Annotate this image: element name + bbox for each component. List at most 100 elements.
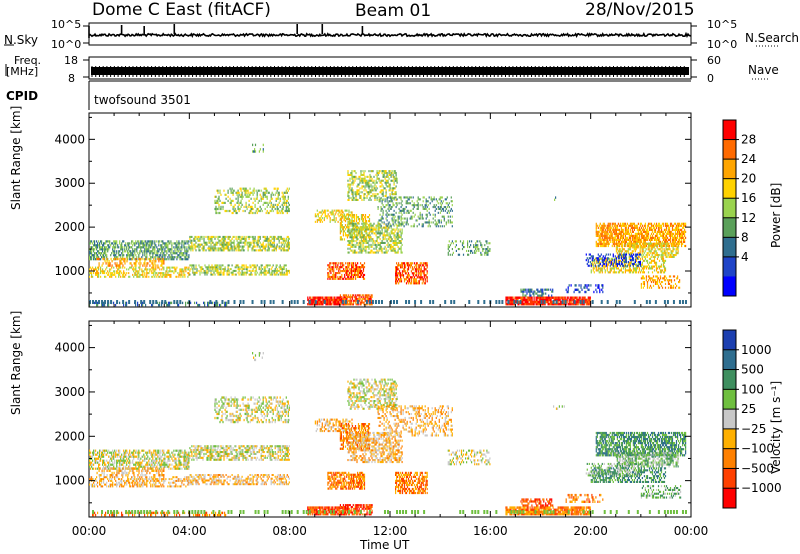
power-cell <box>346 296 348 299</box>
power-cell <box>332 270 334 273</box>
power-cell <box>476 246 478 249</box>
power-cell <box>395 175 397 178</box>
power-cell <box>135 272 137 275</box>
power-cell <box>272 205 274 208</box>
power-cell <box>272 241 274 244</box>
power-cell <box>231 211 233 215</box>
power-cell <box>263 191 265 194</box>
power-cell <box>395 274 397 277</box>
power-cell <box>474 246 476 249</box>
power-cell <box>409 262 411 265</box>
power-cell <box>429 202 431 205</box>
power-cell <box>381 249 383 252</box>
power-cell <box>555 298 557 302</box>
power-cell <box>388 185 390 188</box>
power-cell <box>386 232 388 235</box>
power-cell <box>364 179 366 182</box>
power-cell <box>346 270 348 273</box>
power-cell <box>376 175 378 178</box>
power-cell <box>466 249 468 252</box>
power-cell <box>421 217 423 220</box>
power-cell <box>138 246 140 249</box>
power-cell <box>144 240 146 243</box>
power-cell <box>132 258 134 261</box>
power-cell <box>288 245 290 248</box>
power-cell <box>549 296 551 299</box>
power-cell <box>161 268 163 271</box>
power-cell <box>406 221 408 224</box>
power-cell <box>399 230 401 233</box>
power-cell <box>106 260 108 263</box>
power-cell <box>451 215 453 218</box>
power-cell <box>369 173 371 176</box>
power-cell <box>162 266 164 269</box>
power-cell <box>423 268 425 271</box>
power-cell <box>407 198 409 201</box>
power-cell <box>242 268 244 271</box>
power-cell <box>135 273 137 276</box>
power-cell <box>343 264 345 267</box>
power-cell <box>241 193 243 196</box>
power-cell <box>329 300 331 304</box>
power-cell <box>144 250 146 253</box>
power-cell <box>254 245 256 248</box>
power-cell <box>406 196 408 199</box>
power-cell <box>211 247 213 250</box>
power-cell <box>343 230 345 233</box>
power-cell <box>447 246 449 249</box>
power-cell <box>317 213 319 216</box>
power-cell <box>403 225 405 228</box>
power-cell <box>219 266 221 269</box>
power-cell <box>338 277 340 280</box>
power-cell <box>362 264 365 267</box>
power-cell <box>443 219 445 222</box>
power-cell <box>547 298 549 302</box>
power-cell <box>428 223 430 226</box>
power-cell <box>356 236 358 239</box>
power-cell <box>138 244 140 247</box>
power-cell <box>116 264 118 267</box>
power-cell <box>404 264 407 267</box>
power-cell <box>163 246 165 249</box>
power-cell <box>527 300 529 304</box>
power-cell <box>144 248 146 251</box>
power-cell <box>248 269 250 272</box>
power-cell <box>395 191 397 194</box>
power-cell <box>352 189 354 192</box>
power-cell <box>356 266 358 269</box>
power-cell <box>425 213 427 216</box>
power-cell <box>564 296 566 299</box>
power-cell <box>89 250 91 253</box>
power-cell <box>128 244 130 247</box>
power-cell <box>164 244 166 247</box>
power-cell <box>351 222 353 225</box>
power-cell <box>575 300 577 304</box>
power-cell <box>371 294 373 297</box>
power-cell <box>447 244 449 247</box>
power-cell <box>326 215 328 218</box>
power-cell <box>135 257 137 261</box>
power-cell <box>348 228 350 231</box>
power-cell <box>357 193 359 196</box>
power-cell <box>194 245 196 248</box>
power-cell <box>112 250 114 253</box>
power-cell <box>234 245 236 248</box>
power-cell <box>185 250 187 253</box>
power-cell <box>370 249 372 252</box>
power-cell <box>233 247 235 250</box>
power-cell <box>215 266 217 269</box>
power-cell <box>327 296 329 299</box>
power-cell <box>190 239 192 242</box>
power-cell <box>364 193 366 196</box>
power-cell <box>280 268 282 271</box>
power-cell <box>99 248 101 251</box>
power-cell <box>579 298 581 302</box>
power-cell <box>424 207 426 210</box>
power-cell <box>177 254 179 257</box>
power-cell <box>343 294 345 297</box>
power-cell <box>351 238 353 241</box>
power-cell <box>254 143 257 147</box>
power-cell <box>384 206 386 209</box>
power-cell <box>319 296 321 299</box>
power-cell <box>92 266 94 269</box>
